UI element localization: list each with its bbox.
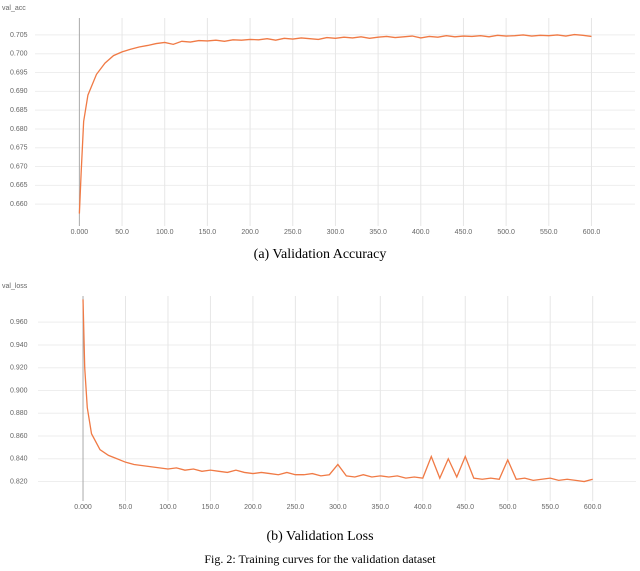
y-tick-label: 0.665 <box>10 182 28 189</box>
x-tick-label: 50.0 <box>115 229 129 236</box>
data-line <box>78 33 592 214</box>
x-tick-label: 150.0 <box>202 504 220 511</box>
y-tick-label: 0.960 <box>10 319 28 326</box>
y-axis-title: val_acc <box>2 5 26 12</box>
x-tick-label: 550.0 <box>540 229 558 236</box>
figure-caption: Fig. 2: Training curves for the validati… <box>204 552 436 566</box>
y-tick-label: 0.860 <box>10 433 28 440</box>
x-tick-label: 250.0 <box>284 229 302 236</box>
y-axis-title: val_loss <box>2 283 28 290</box>
x-tick-label: 100.0 <box>159 504 177 511</box>
x-tick-label: 0.000 <box>74 504 92 511</box>
x-tick-label: 400.0 <box>412 229 430 236</box>
x-tick-label: 250.0 <box>287 504 305 511</box>
y-tick-label: 0.660 <box>10 201 28 208</box>
y-tick-label: 0.670 <box>10 163 28 170</box>
y-tick-label: 0.675 <box>10 145 28 152</box>
y-tick-label: 0.695 <box>10 69 28 76</box>
x-tick-label: 200.0 <box>241 229 259 236</box>
y-tick-label: 0.900 <box>10 387 28 394</box>
x-tick-label: 150.0 <box>199 229 217 236</box>
x-tick-label: 600.0 <box>584 504 602 511</box>
x-tick-label: 600.0 <box>583 229 601 236</box>
subfigure-caption: (b) Validation Loss <box>266 529 373 544</box>
x-tick-label: 350.0 <box>372 504 390 511</box>
x-tick-label: 100.0 <box>156 229 174 236</box>
y-tick-label: 0.705 <box>10 32 28 39</box>
x-tick-label: 450.0 <box>456 504 474 511</box>
x-tick-label: 0.000 <box>71 229 89 236</box>
y-tick-label: 0.820 <box>10 478 28 485</box>
x-tick-label: 350.0 <box>369 229 387 236</box>
data-line <box>82 299 593 483</box>
y-tick-label: 0.685 <box>10 107 28 114</box>
x-tick-label: 200.0 <box>244 504 262 511</box>
subfigure-caption: (a) Validation Accuracy <box>254 247 387 262</box>
x-tick-label: 500.0 <box>497 229 515 236</box>
x-tick-label: 450.0 <box>455 229 473 236</box>
x-tick-label: 400.0 <box>414 504 432 511</box>
y-tick-label: 0.700 <box>10 51 28 58</box>
x-tick-label: 550.0 <box>541 504 559 511</box>
y-tick-label: 0.690 <box>10 88 28 95</box>
x-tick-label: 300.0 <box>327 229 345 236</box>
y-tick-label: 0.680 <box>10 126 28 133</box>
y-tick-label: 0.920 <box>10 365 28 372</box>
x-tick-label: 300.0 <box>329 504 347 511</box>
x-tick-label: 50.0 <box>119 504 133 511</box>
x-tick-label: 500.0 <box>499 504 517 511</box>
y-tick-label: 0.840 <box>10 456 28 463</box>
y-tick-label: 0.880 <box>10 410 28 417</box>
y-tick-label: 0.940 <box>10 342 28 349</box>
